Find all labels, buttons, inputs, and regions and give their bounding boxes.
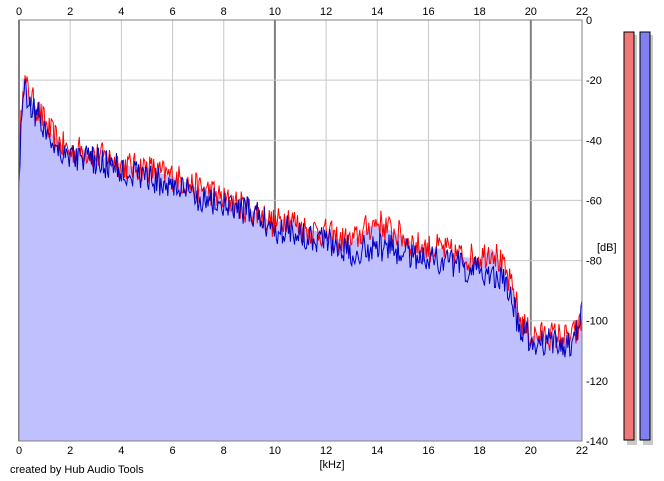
plot-border <box>18 19 583 442</box>
x-tick-label-top: 8 <box>221 6 227 18</box>
meter-left <box>623 31 635 441</box>
y-tick-label: -120 <box>586 376 608 388</box>
spectrum-lines <box>18 75 583 358</box>
x-tick-label-bottom: 0 <box>16 445 22 457</box>
x-tick-label-top: 22 <box>576 6 588 18</box>
y-tick-label: -20 <box>586 75 602 87</box>
y-tick-label: 0 <box>586 15 592 27</box>
x-tick-label-top: 0 <box>16 6 22 18</box>
x-tick-label-bottom: 4 <box>118 445 124 457</box>
y-tick-label: -140 <box>586 436 608 448</box>
x-tick-label-top: 12 <box>320 6 332 18</box>
y-tick-label: -60 <box>586 195 602 207</box>
x-tick-label-top: 6 <box>169 6 175 18</box>
x-tick-label-bottom: 16 <box>422 445 434 457</box>
y-axis-label: [dB] <box>597 242 617 254</box>
x-tick-label-bottom: 2 <box>67 445 73 457</box>
x-tick-label-top: 20 <box>525 6 537 18</box>
x-tick-label-top: 14 <box>371 6 383 18</box>
x-tick-label-bottom: 18 <box>474 445 486 457</box>
x-tick-label-top: 10 <box>269 6 281 18</box>
x-tick-label-bottom: 22 <box>576 445 588 457</box>
footer-credit: created by Hub Audio Tools <box>10 464 144 476</box>
x-tick-label-bottom: 14 <box>371 445 383 457</box>
plot-frame <box>18 19 583 442</box>
y-tick-label: -80 <box>586 256 602 268</box>
spectrum-fill <box>19 77 582 441</box>
meter-right <box>639 31 651 441</box>
series-blue-line <box>18 79 583 358</box>
x-tick-label-bottom: 8 <box>221 445 227 457</box>
x-tick-label-bottom: 12 <box>320 445 332 457</box>
x-tick-label-top: 18 <box>474 6 486 18</box>
x-axis-label: [kHz] <box>319 459 344 471</box>
y-tick-label: -40 <box>586 135 602 147</box>
tick-labels: 002244668810101212141416161818202022220-… <box>16 6 608 457</box>
x-tick-label-top: 4 <box>118 6 124 18</box>
spectrum-area <box>19 77 582 441</box>
x-tick-label-bottom: 10 <box>269 445 281 457</box>
x-tick-label-top: 16 <box>422 6 434 18</box>
y-tick-label: -100 <box>586 316 608 328</box>
level-meters <box>623 31 653 445</box>
x-tick-label-bottom: 6 <box>169 445 175 457</box>
x-tick-label-top: 2 <box>67 6 73 18</box>
x-tick-label-bottom: 20 <box>525 445 537 457</box>
